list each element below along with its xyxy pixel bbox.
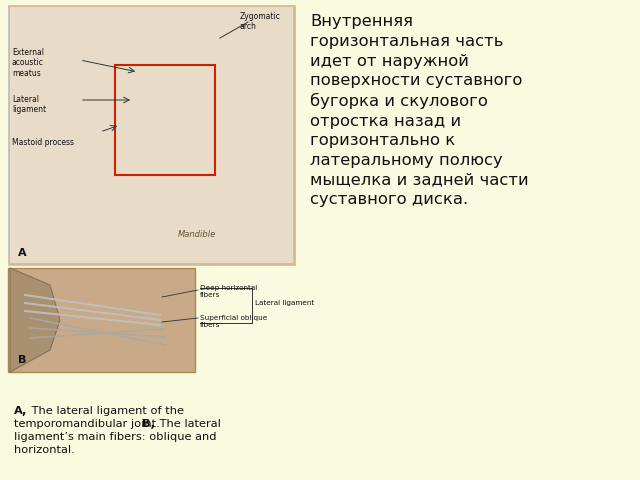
Polygon shape [10, 268, 60, 372]
Bar [10, 7, 293, 263]
Text: B,: B, [142, 419, 155, 429]
Text: horizontal.: horizontal. [14, 444, 75, 455]
Text: Zygomatic
arch: Zygomatic arch [240, 12, 281, 31]
Text: Lateral
ligament: Lateral ligament [12, 95, 46, 114]
Text: External
acoustic
meatus: External acoustic meatus [12, 48, 44, 78]
Text: B: B [18, 355, 26, 365]
Text: ligament’s main fibers: oblique and: ligament’s main fibers: oblique and [14, 432, 216, 442]
Text: Mastoid process: Mastoid process [12, 138, 74, 147]
Text: Lateral ligament: Lateral ligament [255, 300, 314, 306]
Bar [8, 5, 295, 265]
Bar [8, 268, 195, 372]
Text: Superficial oblique
fibers: Superficial oblique fibers [200, 315, 268, 328]
Text: Внутренняя
горизонтальная часть
идет от наружной
поверхности суставного
бугорка : Внутренняя горизонтальная часть идет от … [310, 14, 529, 207]
Text: A,: A, [14, 406, 28, 416]
Text: The lateral ligament of the: The lateral ligament of the [28, 406, 184, 416]
Text: Mandible: Mandible [178, 230, 216, 239]
Bar [115, 65, 215, 175]
Text: A: A [18, 248, 27, 258]
Text: Deep horizontal
fibers: Deep horizontal fibers [200, 285, 257, 298]
Text: temporomandibular joint.: temporomandibular joint. [14, 419, 163, 429]
Text: The lateral: The lateral [156, 419, 221, 429]
